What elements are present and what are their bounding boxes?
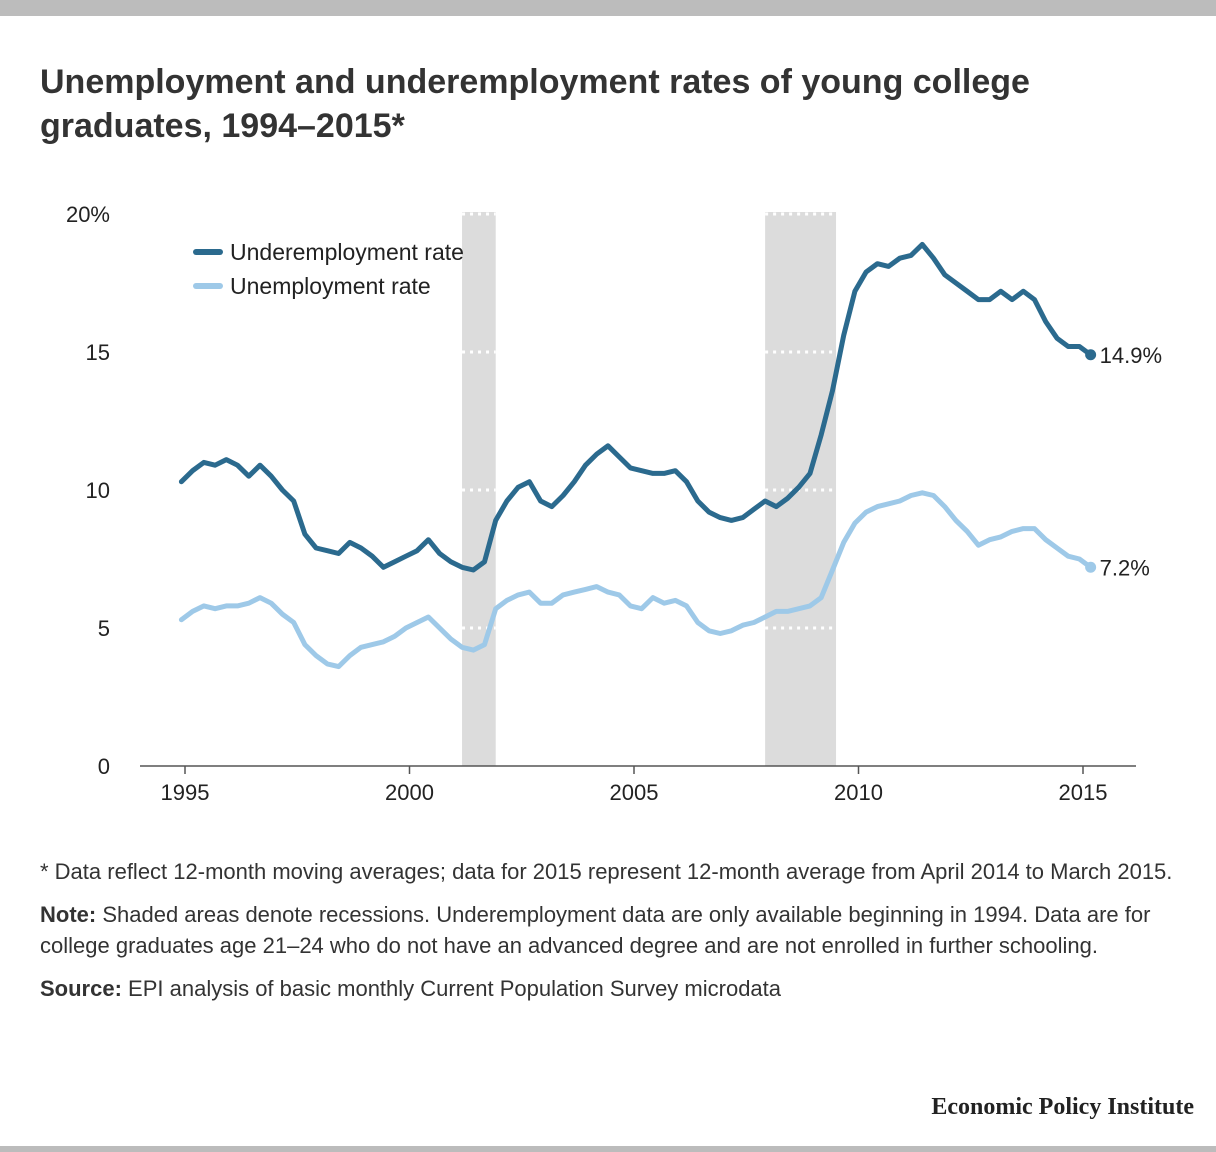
x-tick-label: 1995 [161, 780, 210, 805]
source-label: Source: [40, 976, 122, 1001]
series-line-underemployment [178, 241, 1094, 573]
bottom-border [0, 1146, 1216, 1152]
y-tick-label: 20% [66, 202, 110, 227]
tick-labels: 0 5 10 15 20% 1995 2000 2005 2010 2015 [66, 202, 1108, 805]
recession-shading [462, 212, 837, 766]
recession-band-1 [765, 212, 837, 766]
y-tick-label: 0 [98, 754, 110, 779]
y-tick-label: 15 [86, 340, 110, 365]
footnote-asterisk: * Data reflect 12-month moving averages;… [40, 859, 1173, 884]
x-tick-label: 2015 [1059, 780, 1108, 805]
note-text: Shaded areas denote recessions. Underemp… [40, 902, 1151, 958]
note-label: Note: [40, 902, 97, 927]
footnote-source: Source: EPI analysis of basic monthly Cu… [40, 973, 1190, 1004]
brand-logo: Economic Policy Institute [931, 1094, 1194, 1120]
series-end-label-underemployment: 14.9% [1100, 343, 1162, 368]
chart-notes: * Data reflect 12-month moving averages;… [40, 856, 1190, 1016]
series-end-label-unemployment: 7.2% [1100, 555, 1150, 580]
top-border [0, 0, 1216, 16]
gridlines [462, 212, 837, 630]
x-tick-label: 2000 [385, 780, 434, 805]
legend-label-unemployment: Unemployment rate [230, 273, 431, 299]
y-tick-label: 5 [98, 616, 110, 641]
source-text: EPI analysis of basic monthly Current Po… [121, 976, 782, 1001]
series-line-unemployment [178, 490, 1094, 670]
series-end-marker-unemployment [1085, 561, 1097, 573]
x-tick-label: 2010 [834, 780, 883, 805]
series-lines: 14.9% 7.2% [178, 241, 1162, 670]
legend: Underemployment rate Unemployment rate [193, 239, 464, 299]
y-tick-label: 10 [86, 478, 110, 503]
x-tick-label: 2005 [610, 780, 659, 805]
legend-label-underemployment: Underemployment rate [230, 239, 464, 265]
series-end-marker-underemployment [1085, 349, 1097, 361]
footnote-note: Note: Shaded areas denote recessions. Un… [40, 899, 1190, 961]
chart-title: Unemployment and underemployment rates o… [40, 63, 1030, 145]
